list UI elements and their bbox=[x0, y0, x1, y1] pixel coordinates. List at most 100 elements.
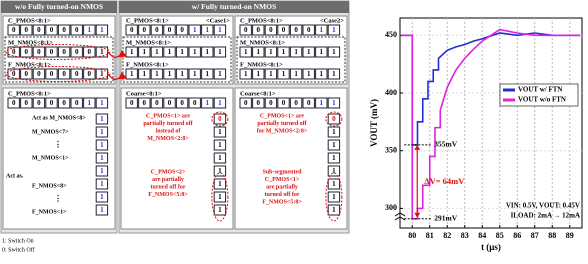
bit-box bbox=[252, 46, 265, 58]
bit: 1 bbox=[100, 167, 104, 175]
bit: 1 bbox=[320, 70, 324, 78]
right-header-bar bbox=[119, 1, 349, 13]
bit-box bbox=[20, 46, 33, 58]
bit-box bbox=[163, 46, 176, 58]
left-header-bar bbox=[1, 1, 117, 13]
bit-box bbox=[150, 97, 164, 109]
bit: 1 bbox=[307, 48, 311, 56]
right-header: w/ Fully turned-on NMOS bbox=[192, 2, 276, 11]
bit: 1 bbox=[218, 99, 222, 107]
bit: 1 bbox=[100, 99, 104, 107]
note: C_PMOS<1> are bbox=[146, 113, 191, 119]
bit-box bbox=[95, 24, 109, 36]
bit: 0 bbox=[269, 26, 273, 34]
bit-box bbox=[213, 152, 227, 164]
bit-box bbox=[289, 97, 303, 109]
bit-box bbox=[327, 97, 341, 109]
bit: 0 bbox=[88, 70, 92, 78]
bit-box bbox=[150, 46, 164, 58]
bit-box bbox=[252, 68, 265, 80]
bit: 1 bbox=[180, 70, 184, 78]
x-tick-label: 82 bbox=[443, 231, 451, 240]
bit: 1 bbox=[320, 48, 324, 56]
bit: 1 bbox=[282, 70, 286, 78]
bit-box bbox=[83, 97, 96, 109]
bit-box bbox=[45, 68, 58, 80]
bit-box bbox=[57, 97, 71, 109]
bit: 1 bbox=[332, 193, 336, 201]
annotation: ILOAD: 2mA → 12mA bbox=[511, 212, 580, 220]
bit: 0 bbox=[193, 99, 197, 107]
note: C_PMOS<2> bbox=[151, 169, 186, 175]
bit-box bbox=[57, 24, 71, 36]
bit: 1 bbox=[168, 48, 172, 56]
legend-label: VOUT w/ FTN bbox=[518, 86, 562, 94]
bit: 0 bbox=[62, 70, 66, 78]
bit-box bbox=[327, 46, 341, 58]
bit-box bbox=[125, 24, 138, 36]
bit-box bbox=[163, 68, 176, 80]
bit-box bbox=[138, 24, 151, 36]
x-tick-label: 88 bbox=[548, 231, 556, 240]
bit: 1 bbox=[332, 128, 336, 136]
bit-box bbox=[327, 165, 341, 177]
bit-box bbox=[213, 139, 227, 151]
bit-box bbox=[315, 97, 328, 109]
note: turned off for bbox=[151, 184, 186, 190]
bit: 0 bbox=[75, 26, 79, 34]
bit-box bbox=[57, 46, 71, 58]
bit: 1 bbox=[282, 48, 286, 56]
annotation: ΔV= 64mV bbox=[424, 176, 465, 186]
bit-box bbox=[95, 165, 109, 177]
case-label: <Case1> bbox=[206, 17, 230, 24]
annotation: VIN: 0.5V, VOUT: 0.45V bbox=[506, 202, 580, 210]
bit-box bbox=[20, 68, 33, 80]
note: M_NMOS<2:8> bbox=[147, 136, 189, 142]
bit-box bbox=[289, 46, 303, 58]
row-label: C_PMOS<8:1> bbox=[240, 17, 283, 24]
nmos-group bbox=[4, 36, 114, 83]
bit-box bbox=[70, 68, 83, 80]
bit: 1 bbox=[257, 70, 261, 78]
bit: 0 bbox=[244, 26, 248, 34]
bit: 1 bbox=[332, 180, 336, 188]
bit: 1 bbox=[155, 48, 159, 56]
bit: 0 bbox=[143, 99, 147, 107]
bit: 1 bbox=[257, 48, 261, 56]
note: C_PMOS<1> are bbox=[260, 113, 305, 119]
bit-box bbox=[302, 46, 315, 58]
bit-box bbox=[213, 97, 227, 109]
bit: 0 bbox=[180, 26, 184, 34]
bit-box bbox=[302, 24, 315, 36]
bit: 1 bbox=[332, 70, 336, 78]
note: F_NMOS<1> bbox=[32, 209, 67, 215]
row-label: M_NMOS<8:1> bbox=[8, 39, 53, 46]
bit: 1 bbox=[206, 48, 210, 56]
bit: 0 bbox=[282, 26, 286, 34]
bit-box bbox=[213, 24, 227, 36]
bit-box bbox=[264, 46, 278, 58]
annotation: 291mV bbox=[434, 213, 457, 222]
bit-box bbox=[7, 68, 20, 80]
bit: 1 bbox=[100, 180, 104, 188]
bit: 1 bbox=[193, 48, 197, 56]
bit-box bbox=[239, 68, 252, 80]
x-tick-label: 84 bbox=[478, 231, 486, 240]
bit-box bbox=[150, 68, 164, 80]
bit: 1 bbox=[168, 70, 172, 78]
note: for M_NMOS<2:8> bbox=[257, 128, 308, 134]
row-label: C_PMOS<8:1> bbox=[8, 17, 51, 24]
note: F_NMOS<5:8> bbox=[148, 192, 188, 198]
bit: 1 bbox=[218, 128, 222, 136]
note: turned off for bbox=[265, 192, 300, 198]
bit: 1 bbox=[218, 154, 222, 162]
x-tick-label: 89 bbox=[566, 231, 574, 240]
bit: 1 bbox=[143, 48, 147, 56]
bit: 1 bbox=[269, 70, 273, 78]
bit-box bbox=[213, 204, 227, 216]
y-tick-label: 400 bbox=[385, 88, 397, 97]
bit-box bbox=[289, 68, 303, 80]
bit: 0 bbox=[12, 26, 16, 34]
bit-box bbox=[7, 97, 20, 109]
y-tick-label: 450 bbox=[385, 30, 397, 39]
